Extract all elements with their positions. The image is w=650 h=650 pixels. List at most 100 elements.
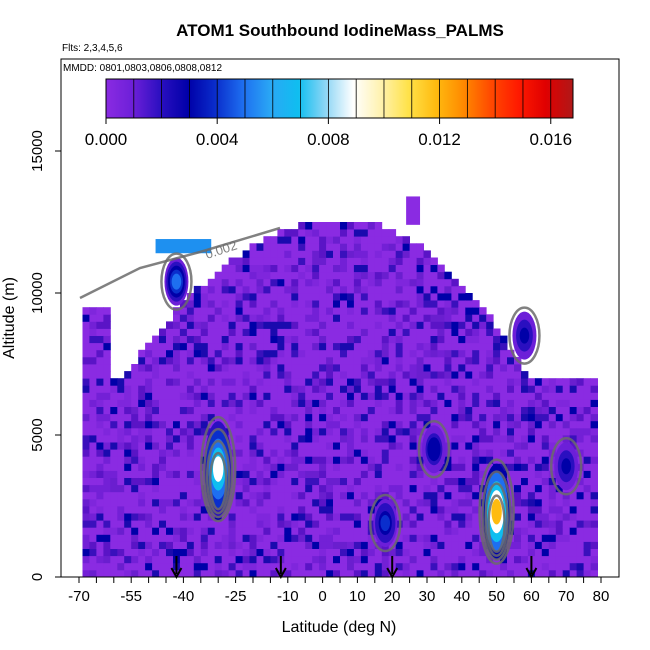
heatmap-cell	[353, 236, 362, 244]
y-tick-label: 5000	[29, 418, 46, 451]
heatmap-cell	[277, 548, 285, 557]
heatmap-cell	[493, 427, 501, 436]
heatmap-cell	[353, 456, 362, 464]
heatmap-cell	[145, 562, 153, 571]
heatmap-cell	[298, 243, 306, 251]
heatmap-cell	[360, 548, 369, 557]
heatmap-cell	[521, 385, 529, 393]
heatmap-cell	[263, 293, 271, 301]
heatmap-cell	[298, 513, 306, 521]
heatmap-cell	[298, 399, 306, 407]
heatmap-cell	[291, 442, 299, 450]
heatmap-cell	[82, 413, 90, 422]
heatmap-cell	[256, 342, 264, 351]
heatmap-cell	[82, 562, 90, 571]
heatmap-cell	[89, 527, 97, 535]
heatmap-cell	[514, 371, 522, 379]
heatmap-cell	[207, 300, 216, 308]
heatmap-cell	[340, 463, 348, 471]
heatmap-cell	[242, 385, 250, 393]
heatmap-cell	[444, 371, 452, 379]
heatmap-cell	[360, 222, 369, 230]
heatmap-cell	[333, 321, 341, 329]
heatmap-cell	[430, 364, 438, 372]
heatmap-cell	[193, 463, 202, 471]
heatmap-cell	[458, 555, 466, 564]
heatmap-cell	[193, 328, 202, 336]
heatmap-cell	[173, 470, 181, 478]
heatmap-cell	[555, 541, 564, 549]
heatmap-cell	[493, 335, 501, 344]
heatmap-cell	[117, 406, 125, 415]
heatmap-cell	[166, 513, 174, 521]
heatmap-cell	[340, 364, 348, 372]
heatmap-cell	[312, 477, 320, 486]
heatmap-cell	[291, 520, 299, 528]
heatmap-cell	[193, 314, 202, 322]
heatmap-cell	[298, 342, 306, 351]
heatmap-cell	[465, 520, 473, 528]
heatmap-cell	[89, 569, 97, 577]
heatmap-cell	[430, 477, 438, 486]
heatmap-cell	[270, 534, 278, 542]
heatmap-cell	[298, 498, 306, 507]
heatmap-cell	[590, 413, 598, 422]
heatmap-cell	[277, 498, 285, 507]
heatmap-cell	[367, 293, 376, 301]
heatmap-cell	[131, 498, 139, 507]
heatmap-cell	[562, 378, 571, 386]
heatmap-cell	[228, 307, 236, 315]
heatmap-cell	[284, 300, 292, 308]
heatmap-cell	[270, 463, 278, 471]
heatmap-cell	[270, 236, 278, 244]
heatmap-cell	[333, 278, 341, 287]
heatmap-cell	[284, 364, 292, 372]
heatmap-cell	[186, 463, 195, 471]
heatmap-cell	[249, 250, 257, 258]
heatmap-cell	[291, 371, 299, 379]
heatmap-cell	[305, 264, 313, 273]
heatmap-cell	[409, 477, 417, 486]
heatmap-cell	[312, 520, 320, 528]
heatmap-cell	[284, 271, 292, 280]
heatmap-cell	[256, 435, 264, 443]
heatmap-cell	[590, 449, 598, 457]
heatmap-cell	[214, 406, 223, 415]
heatmap-cell	[333, 520, 341, 528]
heatmap-cell	[472, 555, 480, 564]
heatmap-cell	[500, 413, 508, 422]
heatmap-cell	[333, 328, 341, 336]
heatmap-cell	[381, 236, 390, 244]
heatmap-cell	[277, 399, 285, 407]
heatmap-cell	[430, 342, 438, 351]
heatmap-cell	[96, 527, 104, 535]
x-tick-label: 10	[349, 588, 366, 605]
heatmap-cell	[173, 520, 181, 528]
heatmap-cell	[548, 569, 557, 577]
heatmap-cell	[583, 406, 591, 415]
arrow-head	[274, 567, 287, 580]
heatmap-cell	[374, 236, 383, 244]
heatmap-cell	[152, 555, 160, 564]
heatmap-cell	[270, 399, 278, 407]
heatmap-cell	[374, 435, 383, 443]
heatmap-cell	[110, 548, 118, 557]
heatmap-cell	[569, 569, 578, 577]
heatmap-cell	[493, 562, 501, 571]
heatmap-cell	[437, 555, 445, 564]
heatmap-cell	[374, 243, 383, 251]
heatmap-cell	[465, 435, 473, 443]
heatmap-cell	[353, 314, 362, 322]
heatmap-cell	[173, 491, 181, 500]
heatmap-cell	[402, 371, 410, 379]
heatmap-cell	[507, 442, 515, 450]
heatmap-cell	[367, 385, 376, 393]
heatmap-cell	[590, 491, 598, 500]
heatmap-cell	[521, 498, 529, 507]
heatmap-cell	[103, 534, 111, 542]
heatmap-cell	[527, 513, 536, 521]
heatmap-cell	[263, 342, 271, 351]
heatmap-cell	[96, 449, 104, 457]
heatmap-cell	[242, 271, 250, 280]
heatmap-cell	[277, 406, 285, 415]
